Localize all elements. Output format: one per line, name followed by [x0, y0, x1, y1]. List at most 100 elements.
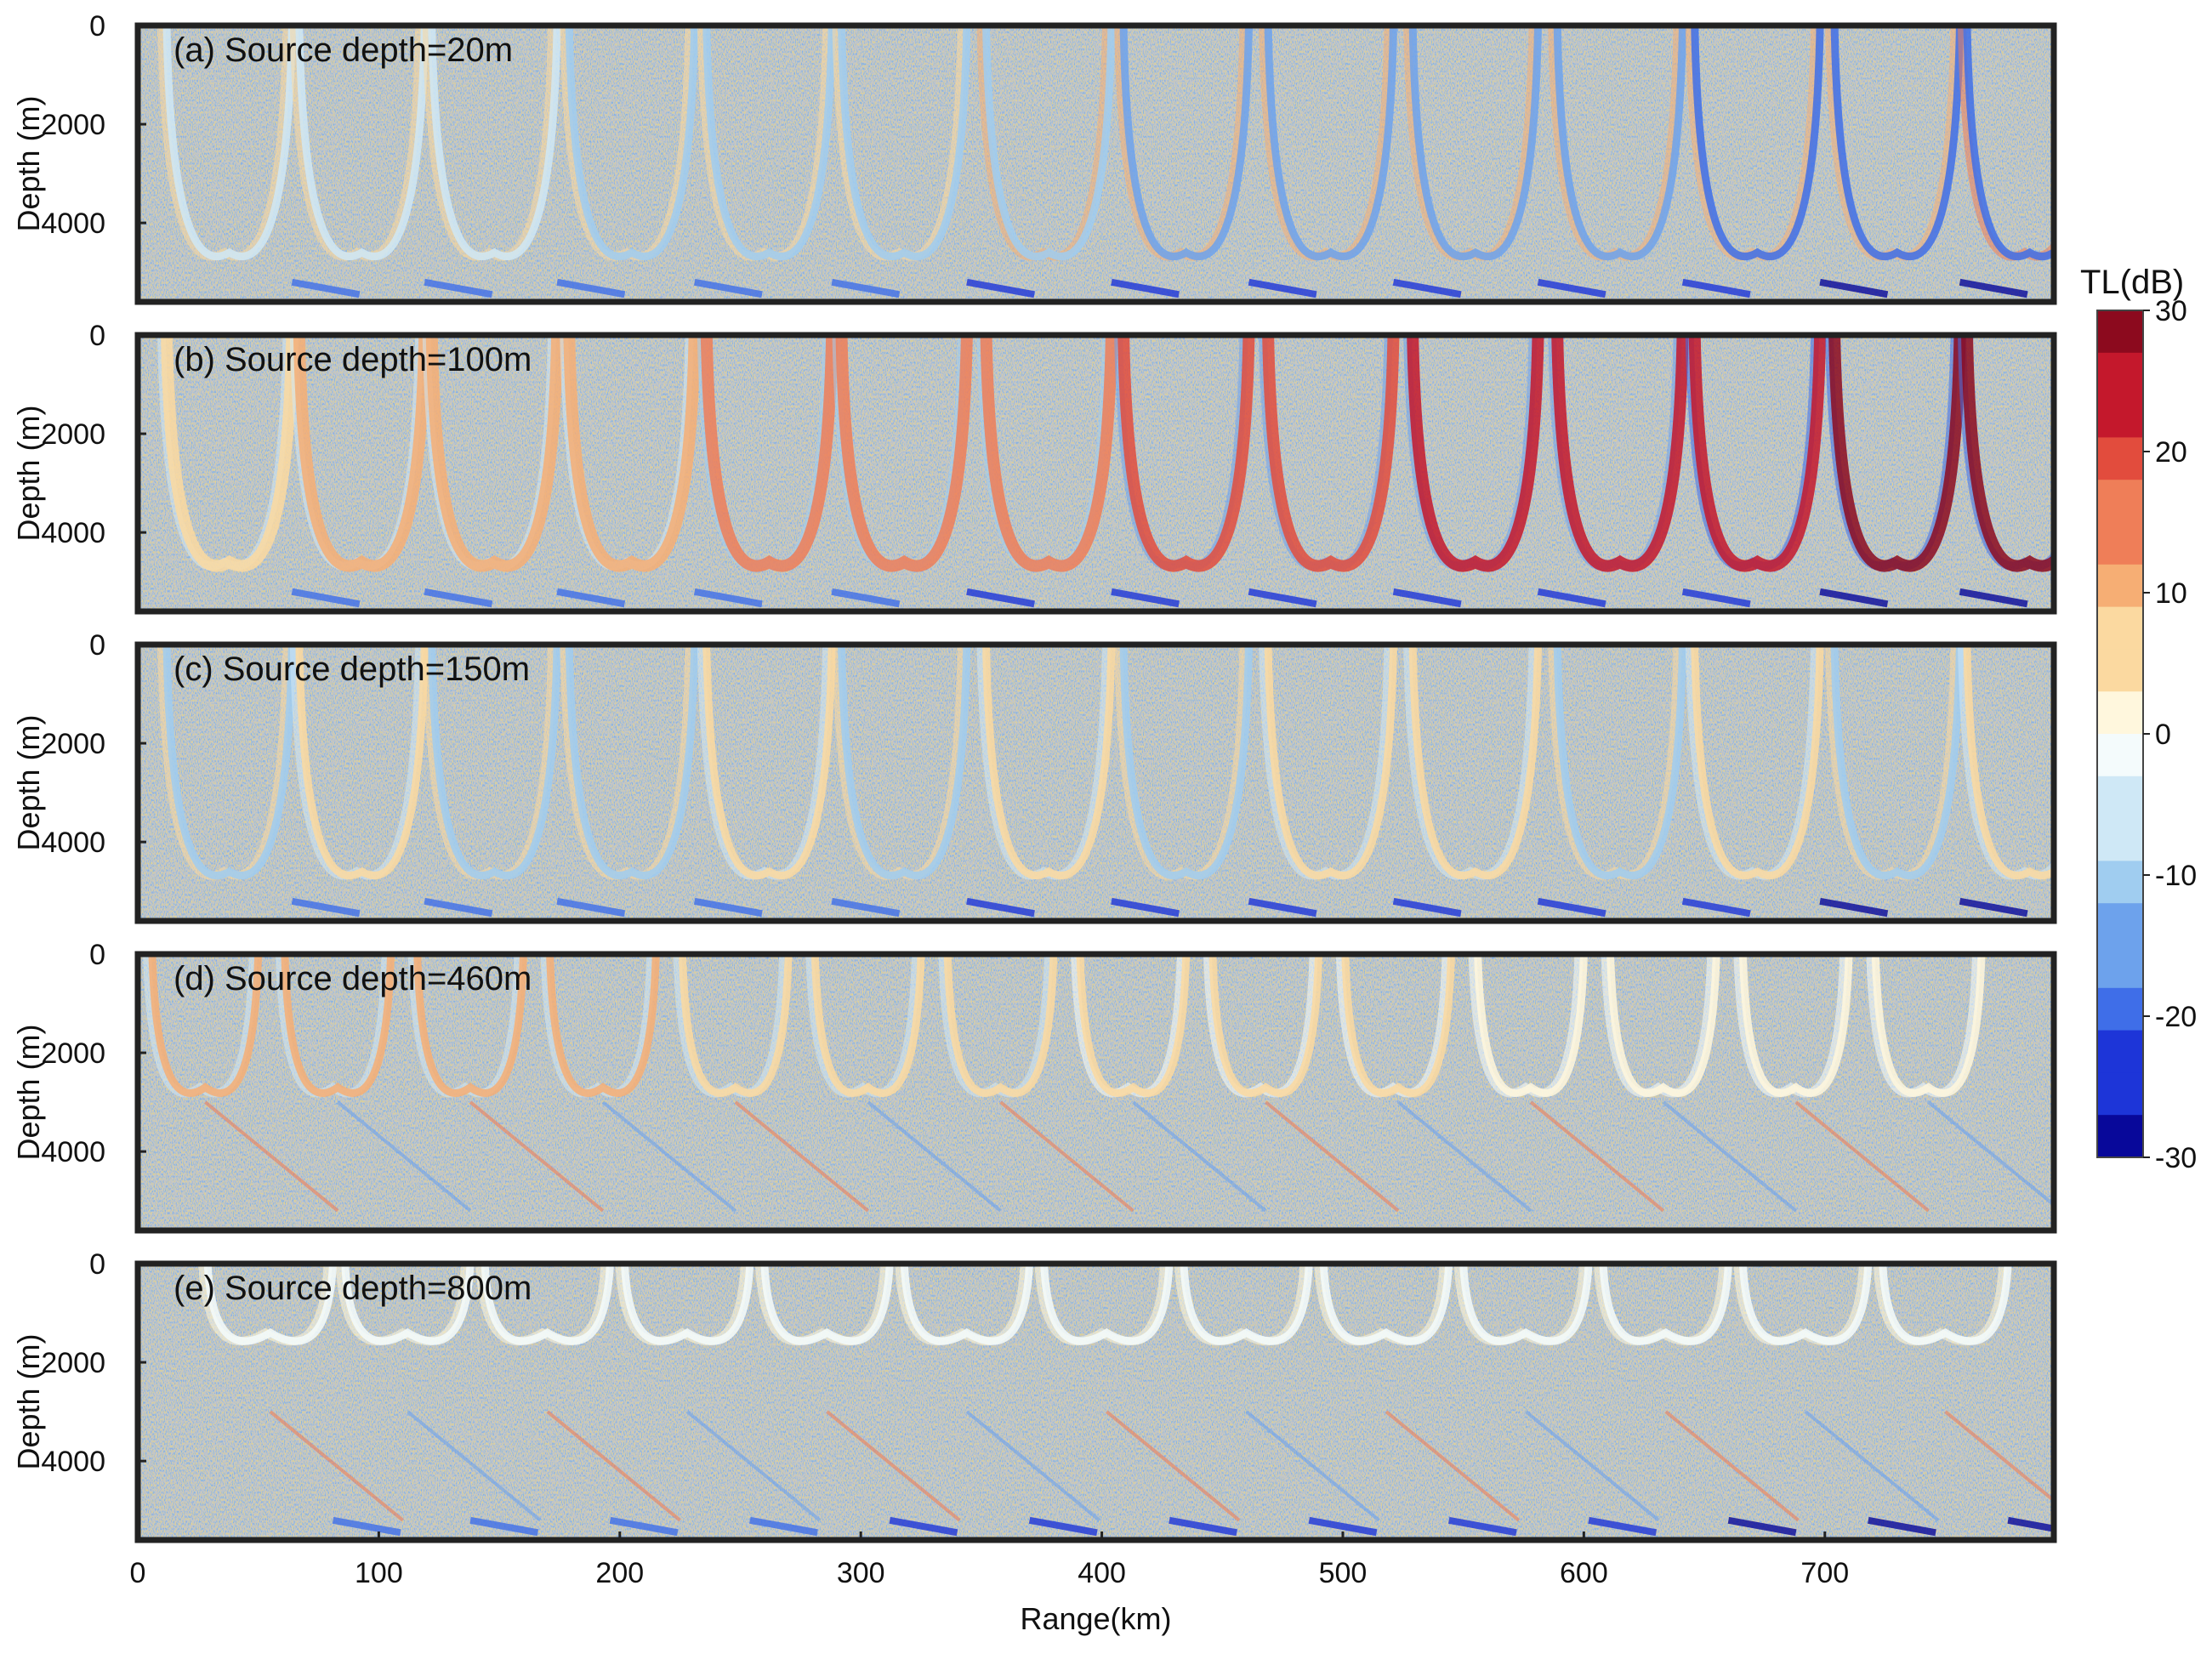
- striation: [826, 1410, 961, 1522]
- x-axis-title: Range(km): [1020, 1601, 1171, 1636]
- bottom-streak: [469, 1516, 539, 1537]
- arch: [1688, 335, 1827, 572]
- arch: [565, 26, 699, 261]
- y-tick-label: 4000: [41, 1136, 105, 1168]
- bottom-streak: [1681, 897, 1751, 918]
- striation: [867, 1100, 1002, 1213]
- arch: [1119, 26, 1253, 261]
- bottom-streak: [1819, 278, 1889, 298]
- arch: [620, 1264, 754, 1345]
- arch: [1553, 26, 1687, 261]
- striation: [1525, 1410, 1660, 1522]
- panel-title: (e) Source depth=800m: [173, 1270, 532, 1307]
- bottom-streak: [424, 897, 493, 918]
- panel-title: (a) Source depth=20m: [173, 31, 513, 69]
- colorbar-step: [2097, 352, 2143, 396]
- arch: [980, 335, 1117, 572]
- striation: [1927, 1100, 2054, 1208]
- y-axis-title: Depth (m): [11, 405, 46, 541]
- arch: [838, 645, 971, 880]
- bottom-streak: [749, 1516, 818, 1537]
- arch: [563, 335, 701, 572]
- x-axis: Range(km) 0 100 200 300 400 500 600 700: [130, 1531, 1849, 1636]
- colorbar-title: TL(dB): [2080, 264, 2184, 301]
- bottom-streak: [966, 278, 1035, 298]
- y-axis-title: Depth (m): [11, 714, 46, 850]
- colorbar-step: [2097, 564, 2143, 608]
- arch: [702, 26, 836, 261]
- x-tick-label: 200: [595, 1557, 644, 1589]
- bottom-streak: [1392, 278, 1462, 298]
- bottom-streak: [831, 588, 901, 608]
- y-tick-label: 2000: [41, 728, 105, 760]
- striation: [1794, 1100, 1930, 1213]
- panel-frame: [134, 332, 2057, 615]
- arch: [1551, 335, 1689, 572]
- bottom-streak: [889, 1516, 958, 1537]
- striation: [546, 1410, 681, 1522]
- arch: [1076, 954, 1191, 1097]
- bottom-streak: [1111, 588, 1180, 608]
- arch: [295, 26, 429, 261]
- arch: [700, 335, 839, 572]
- striation: [965, 1410, 1101, 1522]
- bottom-streak: [831, 278, 901, 298]
- colorbar-step: [2097, 1072, 2143, 1116]
- arch: [1691, 645, 1824, 880]
- arch: [281, 954, 395, 1097]
- colorbar: TL(dB) 30 20 10 0 -10 -20 -30: [2080, 264, 2197, 1174]
- striation: [601, 1100, 737, 1213]
- arch: [1879, 1264, 2012, 1345]
- arch: [982, 645, 1116, 880]
- arch: [1960, 335, 2054, 572]
- bottom-streak: [424, 588, 493, 608]
- arch: [1262, 335, 1400, 572]
- arch: [1828, 335, 1966, 572]
- arch: [1208, 954, 1323, 1097]
- arch: [1963, 26, 2054, 261]
- colorbar-tick-label: 20: [2155, 436, 2187, 469]
- arch: [1830, 645, 1964, 880]
- bottom-streak: [693, 897, 763, 918]
- arch: [678, 954, 793, 1097]
- y-tick-label: 4000: [41, 827, 105, 859]
- arch: [162, 645, 296, 880]
- colorbar-step: [2097, 734, 2143, 777]
- striation: [204, 1100, 339, 1213]
- colorbar-tick-label: 0: [2155, 719, 2171, 751]
- bottom-streak: [693, 278, 763, 298]
- arch: [1319, 1264, 1453, 1345]
- bottom-streak: [1111, 897, 1180, 918]
- arch: [982, 26, 1116, 261]
- striation: [269, 1410, 405, 1522]
- bottom-streak: [1111, 278, 1180, 298]
- x-tick-label: 400: [1078, 1557, 1126, 1589]
- panel-title: (d) Source depth=460m: [173, 960, 532, 997]
- arch: [943, 954, 1058, 1097]
- bottom-streak: [1868, 1516, 1936, 1537]
- bottom-streak: [1392, 897, 1462, 918]
- arch: [428, 645, 561, 880]
- arch: [702, 645, 836, 880]
- colorbar-step: [2097, 1030, 2143, 1073]
- y-tick-label: 0: [89, 320, 105, 352]
- bottom-streak: [1959, 897, 2028, 918]
- arch: [1599, 1264, 1732, 1345]
- striation: [1245, 1410, 1380, 1522]
- panel-frame: [134, 1260, 2057, 1543]
- arch: [838, 26, 971, 261]
- colorbar-step: [2097, 522, 2143, 565]
- striation: [734, 1100, 869, 1213]
- arch: [480, 1264, 614, 1345]
- bottom-streak: [693, 588, 763, 608]
- bottom-streak: [1727, 1516, 1797, 1537]
- arch: [760, 1264, 894, 1345]
- x-tick-label: 100: [355, 1557, 403, 1589]
- striation: [1396, 1100, 1532, 1213]
- colorbar-step: [2097, 691, 2143, 735]
- bottom-streak: [609, 1516, 679, 1537]
- bottom-streak: [291, 897, 361, 918]
